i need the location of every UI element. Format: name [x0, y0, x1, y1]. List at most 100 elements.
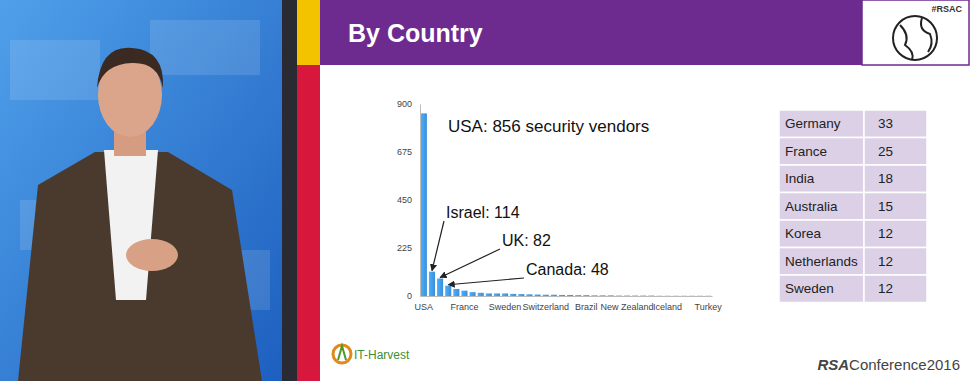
table-cell: [864, 165, 927, 193]
bar: [559, 295, 565, 296]
bar: [445, 286, 451, 296]
bar: [600, 295, 606, 296]
table-country: Australia: [785, 199, 838, 214]
y-tick: 0: [407, 291, 420, 301]
table-country: India: [785, 171, 815, 186]
x-tick-label: Sweden: [489, 302, 522, 312]
table-count: 18: [878, 171, 893, 186]
bar: [551, 295, 557, 296]
annotation: Israel: 114: [446, 204, 520, 221]
bar: [616, 295, 622, 296]
bar: [535, 295, 541, 296]
bar: [591, 295, 597, 296]
bar: [608, 295, 614, 296]
bar: [656, 295, 662, 296]
table-cell: [864, 220, 927, 248]
y-tick-label: 0: [407, 291, 412, 301]
speaker-shirt: [104, 150, 158, 300]
y-tick: 225: [397, 243, 420, 253]
y-axis: 0 225 450 675 900: [397, 99, 421, 301]
table-count: 15: [878, 199, 893, 214]
stage-background: [0, 0, 282, 381]
speaker-hair: [97, 48, 163, 88]
bar: [486, 293, 492, 296]
speaker-hands: [126, 239, 178, 271]
logo: IT-Harvest: [333, 345, 410, 363]
y-tick-label: 225: [397, 243, 412, 253]
annotation: USA: 856 security vendors: [448, 117, 649, 136]
x-tick-label: France: [450, 302, 478, 312]
annotation: UK: 82: [502, 232, 551, 249]
table-country: Sweden: [785, 281, 834, 296]
bar: [543, 295, 549, 296]
stage-panel: [150, 20, 260, 75]
bar: [518, 294, 524, 296]
logo-text: IT-Harvest: [354, 348, 410, 362]
x-tick: Brazil: [575, 302, 598, 312]
bar: [526, 294, 532, 296]
table-cell: [779, 220, 864, 248]
bar: [697, 295, 703, 296]
table-count: 12: [878, 254, 893, 269]
footer-brand: RSA: [817, 356, 849, 373]
x-tick: Switzerland: [522, 302, 569, 312]
bar: [502, 293, 508, 296]
bar: [624, 295, 630, 296]
bar: [478, 293, 484, 296]
annotation: Canada: 48: [526, 261, 609, 278]
bar: [583, 295, 589, 296]
table-cell: [779, 138, 864, 166]
annotation-arrow: [432, 221, 444, 271]
bar: [421, 113, 427, 296]
table-cell: [864, 193, 927, 221]
x-tick-label: Iceland: [653, 302, 682, 312]
bar: [437, 279, 443, 296]
bar: [632, 295, 638, 296]
table-cell: [779, 248, 864, 276]
bar: [681, 295, 687, 296]
x-tick-label: USA: [415, 302, 434, 312]
bar: [575, 295, 581, 296]
x-tick: Iceland: [653, 302, 682, 312]
table: Germany33France25India18Australia15Korea…: [779, 110, 927, 303]
hashtag: #RSAC: [931, 4, 962, 14]
footer-text: Conference2016: [849, 356, 960, 373]
bars: [421, 113, 711, 296]
annotation-arrow: [440, 249, 500, 278]
table-cell: [864, 110, 927, 138]
footer: RSAConference2016: [817, 356, 960, 373]
table-count: 25: [878, 144, 893, 159]
bar: [429, 272, 435, 296]
stage-panel: [10, 40, 100, 100]
bar: [689, 295, 695, 296]
x-axis: USA France SwedenSwitzerland BrazilNew Zeal…: [415, 297, 723, 313]
y-tick-label: 675: [397, 147, 412, 157]
bar: [567, 295, 573, 296]
bar: [673, 295, 679, 296]
x-axis-line: [421, 296, 713, 297]
x-tick-label: Switzerland: [522, 302, 569, 312]
table-country: Netherlands: [785, 254, 858, 269]
slide-accent-yellow: [297, 0, 320, 65]
x-tick: New Zealand: [600, 302, 653, 312]
y-axis-line: [420, 105, 421, 297]
table-count: 33: [878, 116, 893, 131]
x-tick-label: Brazil: [575, 302, 598, 312]
y-tick-label: 450: [397, 195, 412, 205]
header-band: [320, 0, 862, 65]
table-country: Germany: [785, 116, 841, 131]
stage-gap: [282, 0, 297, 381]
annotations: USA: 856 security vendors Israel: 114 UK: …: [432, 117, 649, 285]
table-count: 12: [878, 226, 893, 241]
y-tick: 450: [397, 195, 420, 205]
bar: [470, 292, 476, 296]
icon-box: [862, 0, 969, 65]
bar: [494, 293, 500, 296]
bar: [705, 295, 711, 296]
bar: [461, 291, 467, 296]
x-tick: USA: [415, 302, 434, 312]
table-cell: [864, 138, 927, 166]
y-tick: 900: [397, 99, 420, 109]
x-tick: Sweden: [489, 302, 522, 312]
table-cell: [864, 275, 927, 303]
